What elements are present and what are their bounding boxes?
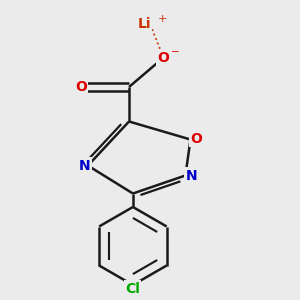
Text: N: N [186,169,197,182]
Text: N: N [79,159,91,172]
Text: Cl: Cl [125,282,140,296]
Text: +: + [157,14,167,25]
Text: −: − [170,47,179,57]
Text: O: O [190,132,202,145]
Text: O: O [75,80,87,94]
Text: O: O [158,51,169,64]
Text: Li: Li [138,17,152,31]
